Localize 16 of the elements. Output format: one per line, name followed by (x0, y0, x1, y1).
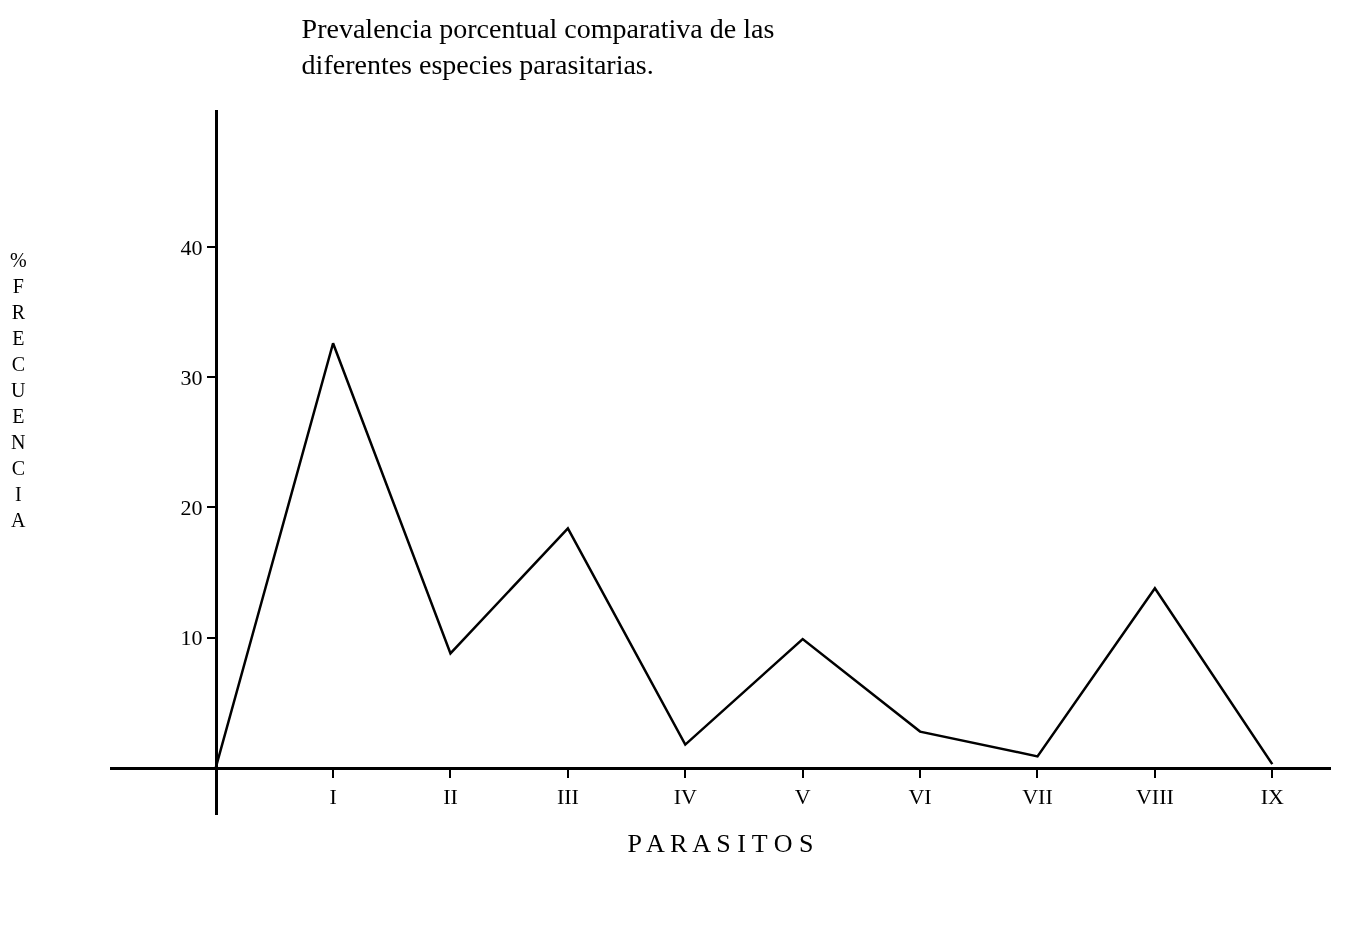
x-tick-label: III (556, 784, 579, 810)
text: % FRECUENCIA (10, 249, 27, 531)
x-tick-label: VI (908, 784, 932, 810)
x-tick-label: IV (673, 784, 697, 810)
y-tick-label: 10 (180, 625, 203, 651)
y-tick-label: 30 (180, 364, 203, 390)
x-tick-label: V (794, 784, 811, 810)
x-tick-label: VII (1022, 784, 1053, 810)
x-tick-label: II (443, 784, 458, 810)
chart-title: Prevalencia porcentual comparativa de las diferentes especies parasitarias. (301, 12, 775, 81)
x-tick-label: IX (1260, 784, 1285, 810)
x-axis-title: P A R A S I T O S (627, 828, 814, 858)
y-tick-label: 40 (180, 234, 203, 260)
y-tick-label: 20 (180, 495, 203, 521)
x-tick-label: I (329, 784, 337, 810)
x-tick-label: VIII (1135, 784, 1174, 810)
